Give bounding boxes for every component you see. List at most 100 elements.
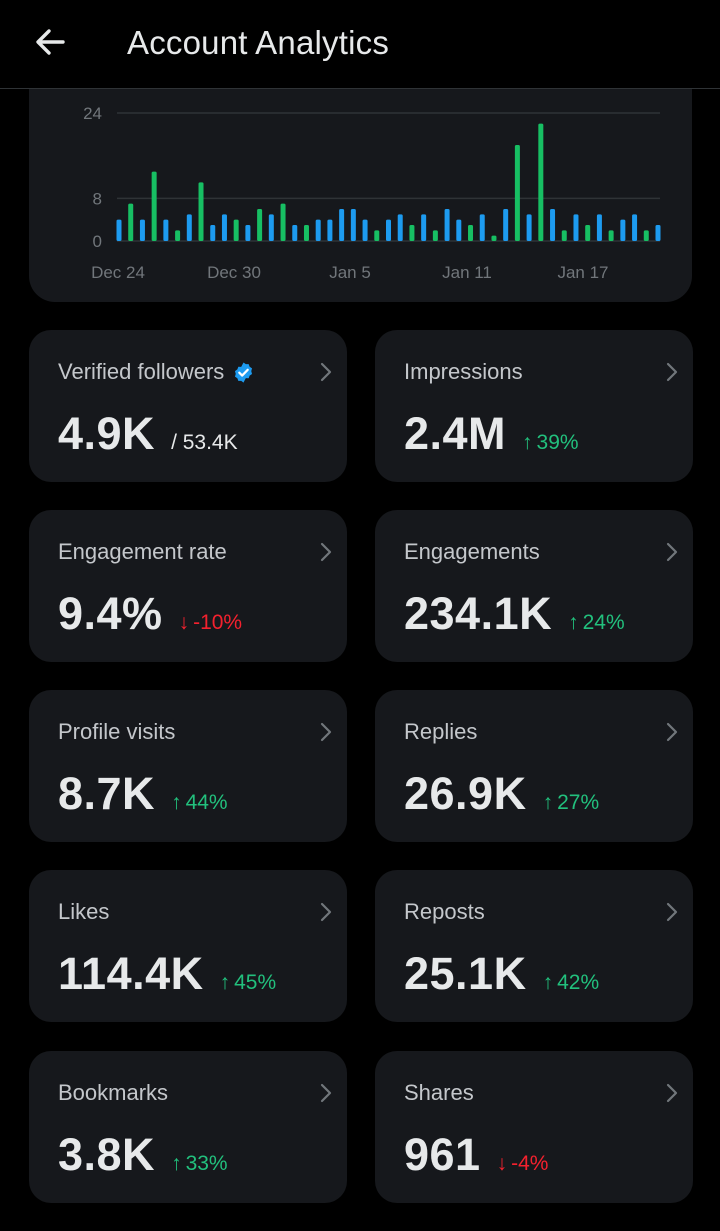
metric-label-text: Reposts: [404, 899, 485, 924]
chart-bar[interactable]: [397, 214, 403, 241]
chart-bar[interactable]: [327, 219, 333, 241]
chart-bar[interactable]: [526, 214, 532, 241]
chart-bar[interactable]: [362, 219, 368, 241]
y-tick-label: 24: [83, 104, 102, 123]
metric-delta-value: 24%: [582, 611, 625, 634]
chart-bar[interactable]: [292, 225, 298, 241]
chart-bar[interactable]: [198, 182, 204, 241]
metric-card-shares[interactable]: Shares 961 ↓ -4%: [375, 1051, 693, 1203]
metric-card-profile-visits[interactable]: Profile visits 8.7K ↑ 44%: [29, 690, 347, 842]
chart-bar[interactable]: [163, 219, 169, 241]
chart-bar[interactable]: [456, 219, 462, 241]
metric-card-bookmarks[interactable]: Bookmarks 3.8K ↑ 33%: [29, 1051, 347, 1203]
chart-bar[interactable]: [655, 225, 661, 241]
chart-bar[interactable]: [468, 225, 474, 241]
chevron-right-icon: [320, 1083, 332, 1103]
chart-bar[interactable]: [596, 214, 602, 241]
metric-label: Engagement rate: [58, 539, 227, 565]
chart-bar[interactable]: [561, 230, 567, 241]
metric-card-engagements[interactable]: Engagements 234.1K ↑ 24%: [375, 510, 693, 662]
chevron-right-icon: [320, 542, 332, 562]
metric-label: Reposts: [404, 899, 485, 925]
chart-bar[interactable]: [585, 225, 591, 241]
arrow-up-icon: ↑: [568, 611, 579, 634]
chart-card: 24 8 0 Dec 24 Dec 30 Jan 5 Jan 11 Jan 17: [29, 60, 692, 302]
metric-value: 2.4M: [404, 408, 507, 459]
metric-card-reposts[interactable]: Reposts 25.1K ↑ 42%: [375, 870, 693, 1022]
chart-bar[interactable]: [409, 225, 415, 241]
chart-bar[interactable]: [538, 123, 544, 241]
verified-badge-icon: [235, 361, 253, 383]
chart-bar[interactable]: [280, 203, 286, 241]
metric-label: Verified followers: [58, 359, 255, 385]
arrow-up-icon: ↑: [542, 791, 554, 814]
metric-label-text: Impressions: [404, 359, 523, 384]
metric-delta: ↑ 33%: [171, 1152, 228, 1176]
chart-bar[interactable]: [245, 225, 251, 241]
chart-bar[interactable]: [643, 230, 649, 241]
chart-bar[interactable]: [128, 203, 134, 241]
metric-value: 9.4%: [58, 588, 163, 639]
top-bar: Account Analytics: [0, 0, 720, 89]
back-button[interactable]: [30, 24, 70, 60]
chevron-right-icon: [320, 362, 332, 382]
x-tick-label: Dec 30: [207, 263, 261, 282]
chart-bar[interactable]: [210, 225, 216, 241]
metric-value: 234.1K: [404, 588, 553, 639]
chart-bar[interactable]: [151, 171, 157, 241]
metric-value: 26.9K: [404, 768, 527, 819]
chart-bar[interactable]: [573, 214, 579, 241]
chart-bar[interactable]: [444, 209, 450, 241]
chart-bar[interactable]: [632, 214, 638, 241]
metric-label: Profile visits: [58, 719, 175, 745]
chart-bar[interactable]: [175, 230, 181, 241]
chart-bar[interactable]: [315, 219, 321, 241]
chart-bar[interactable]: [608, 230, 614, 241]
metric-delta: ↑ 24%: [568, 611, 625, 635]
metric-value: 25.1K: [404, 948, 527, 999]
arrow-up-icon: ↑: [542, 971, 554, 994]
metric-card-engagement-rate[interactable]: Engagement rate 9.4% ↓ -10%: [29, 510, 347, 662]
chart-bar[interactable]: [421, 214, 427, 241]
chart-bar[interactable]: [303, 225, 309, 241]
metric-value-row: 3.8K ↑ 33%: [58, 1129, 228, 1181]
metric-delta-value: -10%: [193, 611, 243, 634]
metric-card-replies[interactable]: Replies 26.9K ↑ 27%: [375, 690, 693, 842]
chevron-right-icon: [666, 722, 678, 742]
arrow-up-icon: ↑: [522, 431, 533, 454]
metric-value: 3.8K: [58, 1129, 156, 1180]
chart-bar[interactable]: [257, 209, 263, 241]
metric-delta: ↓ -4%: [497, 1152, 549, 1176]
page-title: Account Analytics: [127, 24, 390, 61]
chart-bar[interactable]: [139, 219, 145, 241]
metric-card-likes[interactable]: Likes 114.4K ↑ 45%: [29, 870, 347, 1022]
chart-bar[interactable]: [116, 219, 122, 241]
chart-bar[interactable]: [550, 209, 556, 241]
chart-bar[interactable]: [268, 214, 274, 241]
metric-label-text: Profile visits: [58, 719, 176, 744]
metric-value: 4.9K: [58, 408, 156, 459]
metric-delta: ↑ 44%: [171, 791, 228, 815]
metric-label-text: Likes: [58, 899, 110, 924]
metric-value: 8.7K: [58, 768, 156, 819]
chart-bar[interactable]: [479, 214, 485, 241]
arrow-down-icon: ↓: [496, 1152, 508, 1175]
chart-bar[interactable]: [186, 214, 192, 241]
chart-bar[interactable]: [339, 209, 345, 241]
chart-bar[interactable]: [503, 209, 509, 241]
chart-bar[interactable]: [350, 209, 356, 241]
chart-bar[interactable]: [620, 219, 626, 241]
metric-value-row: 8.7K ↑ 44%: [58, 768, 228, 820]
chart-bar[interactable]: [491, 235, 497, 241]
x-tick-label: Jan 5: [329, 263, 371, 282]
chart-bar[interactable]: [233, 219, 239, 241]
chart-bar[interactable]: [374, 230, 380, 241]
metric-card-verified-followers[interactable]: Verified followers 4.9K / 53.4K: [29, 330, 347, 482]
chart-bar[interactable]: [221, 214, 227, 241]
chart-bar[interactable]: [432, 230, 438, 241]
chart-bar[interactable]: [386, 219, 391, 241]
y-tick-label: 0: [93, 232, 102, 251]
metric-card-impressions[interactable]: Impressions 2.4M ↑ 39%: [375, 330, 693, 482]
chevron-right-icon: [666, 902, 678, 922]
chart-bar[interactable]: [514, 145, 520, 241]
